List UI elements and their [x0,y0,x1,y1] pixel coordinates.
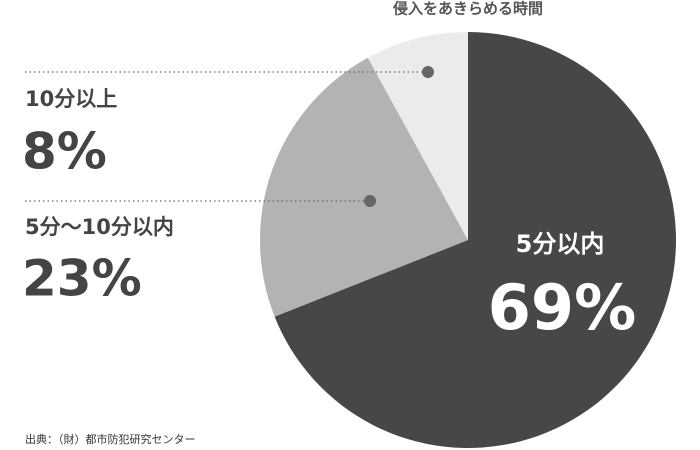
value-label: 23% [22,250,142,308]
pie-slice [274,32,676,448]
pie-slice [260,57,468,317]
pie-slice [367,32,468,240]
leader-dot [364,195,376,207]
slice-label: 5分～10分以内 [25,215,174,239]
value-label: 69% [488,271,636,344]
chart-title: 侵入をあきらめる時間 [392,0,543,18]
pie [260,32,676,448]
slice-label: 5分以内 [516,230,605,258]
leader-dot [422,66,434,78]
slice-label: 10分以上 [25,87,117,111]
source-note: 出典：（財）都市防犯研究センター [25,432,196,446]
value-label: 8% [22,123,107,181]
